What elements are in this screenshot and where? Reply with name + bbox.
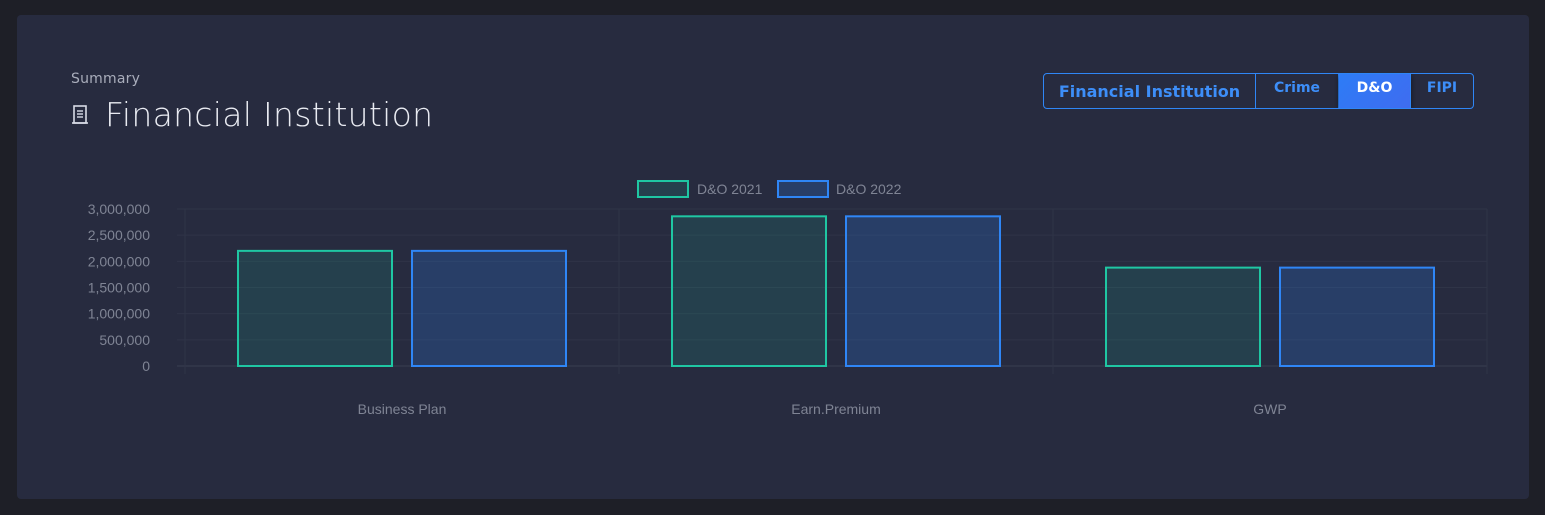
bar: [1105, 266, 1261, 368]
category-tabs: Financial Institution Crime D&O FIPI: [1043, 73, 1474, 109]
x-tick-label: Earn.Premium: [791, 401, 880, 417]
x-tick-label: GWP: [1253, 401, 1286, 417]
y-tick-label: 2,000,000: [88, 253, 150, 269]
y-tick-label: 2,500,000: [88, 227, 150, 243]
tab-crime[interactable]: Crime: [1256, 74, 1339, 108]
legend-label: D&O 2021: [697, 181, 763, 197]
y-tick-label: 1,000,000: [88, 306, 150, 322]
x-tick-label: Business Plan: [358, 401, 447, 417]
tab-fipi[interactable]: FIPI: [1426, 80, 1458, 96]
summary-label: Summary: [71, 71, 141, 87]
tab-do[interactable]: D&O: [1339, 74, 1411, 108]
page-title-text: Financial Institution: [105, 95, 434, 134]
bar: [845, 215, 1001, 367]
legend-label: D&O 2022: [836, 181, 902, 197]
bar: [237, 249, 393, 367]
bar: [671, 215, 827, 367]
bar: [411, 249, 567, 367]
legend-swatch: [777, 180, 829, 198]
document-icon: [72, 104, 88, 124]
y-tick-label: 3,000,000: [88, 201, 150, 217]
y-tick-label: 500,000: [99, 332, 150, 348]
bar: [1279, 266, 1435, 368]
tab-financial-institution[interactable]: Financial Institution: [1044, 74, 1256, 108]
legend-swatch: [637, 180, 689, 198]
y-tick-label: 0: [142, 358, 150, 374]
page-title: Financial Institution: [71, 95, 433, 134]
y-tick-label: 1,500,000: [88, 280, 150, 296]
summary-card: Summary Financial Institution Financial …: [17, 15, 1529, 499]
